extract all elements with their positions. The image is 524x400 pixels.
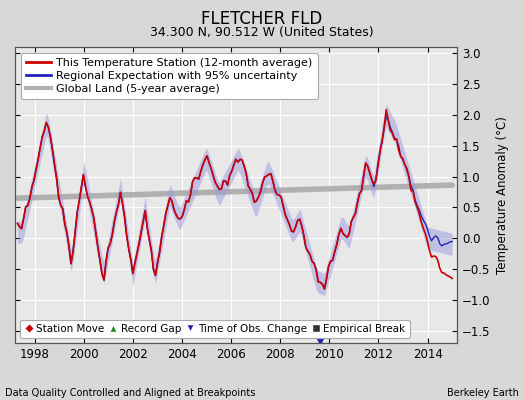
Text: FLETCHER FLD: FLETCHER FLD	[201, 10, 323, 28]
Text: Data Quality Controlled and Aligned at Breakpoints: Data Quality Controlled and Aligned at B…	[5, 388, 256, 398]
Legend: Station Move, Record Gap, Time of Obs. Change, Empirical Break: Station Move, Record Gap, Time of Obs. C…	[20, 320, 410, 338]
Text: Berkeley Earth: Berkeley Earth	[447, 388, 519, 398]
Text: 34.300 N, 90.512 W (United States): 34.300 N, 90.512 W (United States)	[150, 26, 374, 39]
Y-axis label: Temperature Anomaly (°C): Temperature Anomaly (°C)	[496, 116, 509, 274]
